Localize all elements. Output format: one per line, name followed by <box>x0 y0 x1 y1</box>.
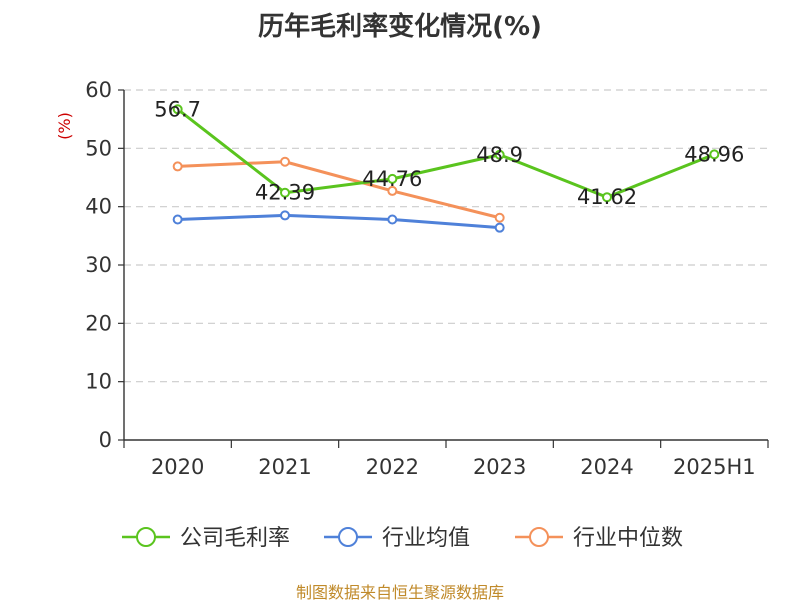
point-0-2 <box>387 173 398 184</box>
data-label-0-3: 48.9 <box>476 143 523 167</box>
y-tick-label-60: 60 <box>85 78 112 102</box>
point-0-1 <box>280 187 290 198</box>
y-tick-label-40: 40 <box>85 195 112 219</box>
legend-item-2[interactable]: 行业中位数 <box>515 526 683 551</box>
data-label-0-2: 44.76 <box>362 167 422 191</box>
series-line-1 <box>177 213 500 230</box>
legend-label-2: 行业中位数 <box>573 526 683 551</box>
legend-marker-1 <box>338 527 358 547</box>
series-0 <box>172 104 720 203</box>
source-note: 制图数据来自恒生聚源数据库 <box>295 583 504 602</box>
point-2-3 <box>494 212 505 223</box>
x-tick-label-2020: 2020 <box>151 455 204 479</box>
y-tick-label-10: 10 <box>85 370 112 394</box>
y-tick-label-50: 50 <box>85 136 112 160</box>
y-axis-label: (%) <box>55 112 74 140</box>
data-label-0-0: 56.7 <box>154 97 201 121</box>
x-tick-label-2024: 2024 <box>580 455 633 479</box>
series-2 <box>172 156 505 223</box>
point-2-2 <box>387 185 398 196</box>
legend[interactable]: 公司毛利率 行业均值 行业中位数 <box>122 526 683 551</box>
x-tick-label-2023: 2023 <box>473 455 526 479</box>
legend-label-0: 公司毛利率 <box>180 526 290 551</box>
grid-lines <box>124 89 768 383</box>
point-1-1 <box>280 210 290 221</box>
point-0-4 <box>602 192 612 203</box>
point-2-0 <box>172 161 183 172</box>
point-0-0 <box>172 104 183 115</box>
series-line-2 <box>177 160 501 220</box>
y-tick-label-0: 0 <box>99 428 112 452</box>
point-2-1 <box>280 156 290 167</box>
x-tick-label-2022: 2022 <box>366 455 419 479</box>
legend-item-0[interactable]: 公司毛利率 <box>122 526 290 551</box>
point-0-5 <box>709 149 720 160</box>
series-line-0 <box>176 108 715 199</box>
legend-marker-2 <box>529 527 549 547</box>
x-tick-label-2025H1: 2025H1 <box>673 455 756 479</box>
series-lines <box>172 104 720 233</box>
y-tick-label-20: 20 <box>85 311 112 335</box>
axes: 0 10 20 30 40 50 60 2020 2021 2022 2023 2024 2025H1 (… <box>55 78 769 479</box>
data-label-0-4: 41.62 <box>577 185 637 209</box>
point-0-3 <box>494 149 505 160</box>
legend-label-1: 行业均值 <box>382 526 470 551</box>
legend-item-1[interactable]: 行业均值 <box>324 526 470 551</box>
point-1-3 <box>494 222 505 233</box>
legend-marker-0 <box>136 527 156 547</box>
x-tick-label-2021: 2021 <box>258 455 311 479</box>
point-1-2 <box>387 214 398 225</box>
data-label-0-1: 42.39 <box>255 181 315 205</box>
point-1-0 <box>172 214 183 225</box>
series-1 <box>172 210 505 233</box>
chart-title: 历年毛利率变化情况(%) <box>258 12 542 42</box>
data-label-0-5: 48.96 <box>684 142 744 166</box>
data-labels: 56.7 42.39 44.76 48.9 41.62 48.96 <box>154 97 744 209</box>
y-tick-label-30: 30 <box>85 253 112 277</box>
